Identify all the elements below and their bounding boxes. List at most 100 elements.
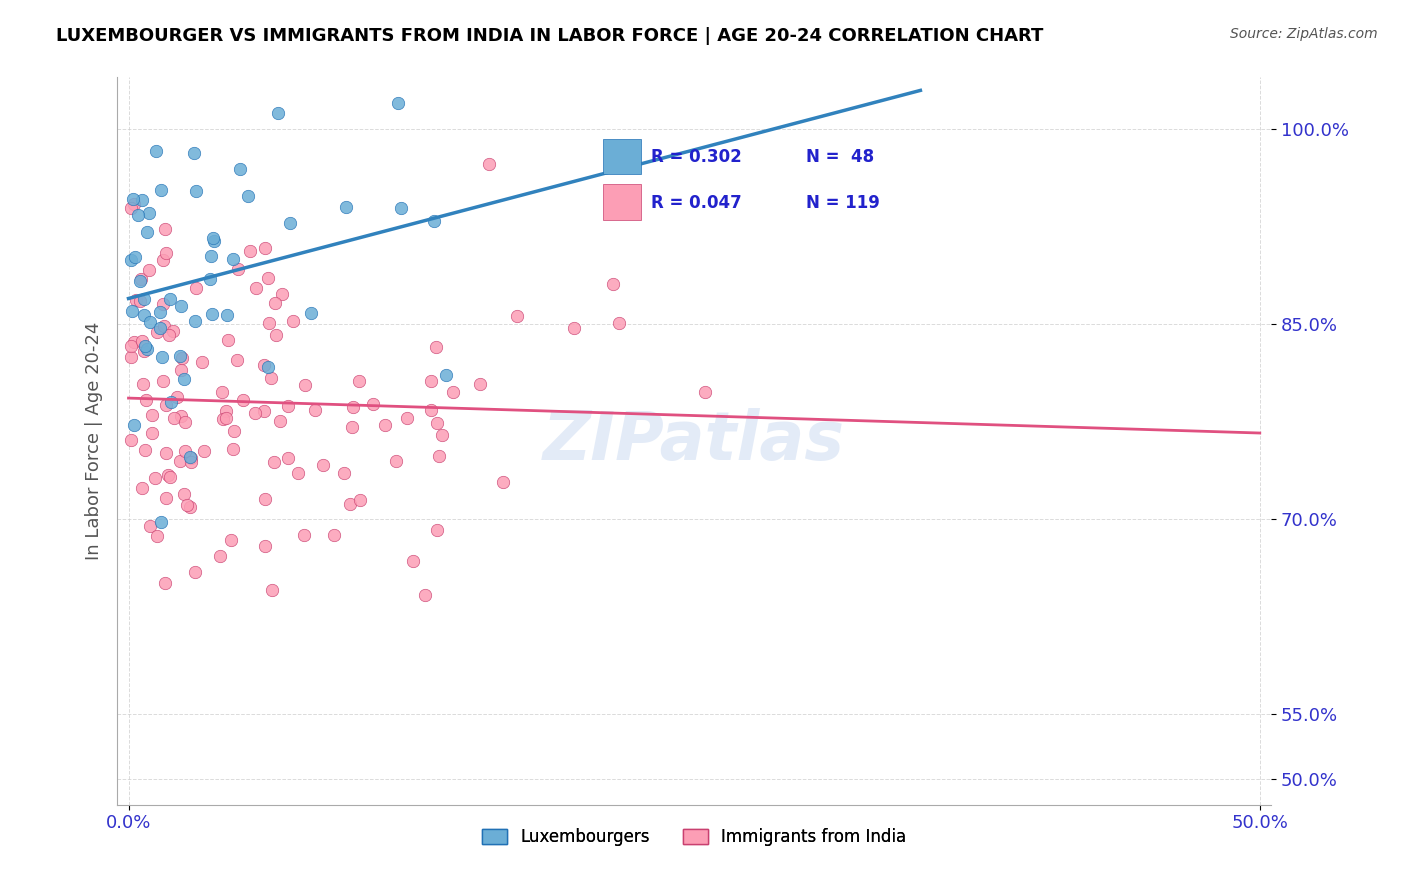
Luxembourgers	[215, 308, 238, 322]
Immigrants from India	[122, 197, 145, 211]
Immigrants from India	[492, 475, 515, 490]
Immigrants from India	[228, 261, 250, 276]
Immigrants from India	[277, 450, 299, 465]
Immigrants from India	[602, 277, 624, 291]
Immigrants from India	[131, 481, 153, 495]
Immigrants from India	[120, 350, 142, 364]
Immigrants from India	[211, 384, 233, 399]
Immigrants from India	[174, 443, 197, 458]
Luxembourgers	[124, 251, 146, 265]
Immigrants from India	[152, 297, 174, 311]
Luxembourgers	[256, 359, 278, 374]
Immigrants from India	[219, 533, 242, 547]
Legend: Luxembourgers, Immigrants from India: Luxembourgers, Immigrants from India	[474, 820, 915, 855]
Immigrants from India	[159, 470, 181, 484]
Luxembourgers	[222, 252, 245, 266]
Immigrants from India	[426, 417, 449, 431]
Immigrants from India	[342, 401, 364, 415]
Immigrants from India	[269, 414, 291, 428]
Luxembourgers	[299, 306, 322, 320]
Immigrants from India	[478, 157, 501, 171]
Luxembourgers	[120, 252, 142, 267]
Immigrants from India	[693, 385, 716, 400]
Immigrants from India	[506, 309, 529, 323]
Luxembourgers	[335, 200, 357, 214]
Immigrants from India	[173, 415, 195, 429]
Immigrants from India	[312, 458, 335, 473]
Immigrants from India	[155, 246, 177, 260]
Text: Source: ZipAtlas.com: Source: ZipAtlas.com	[1230, 27, 1378, 41]
Immigrants from India	[176, 498, 198, 512]
Text: LUXEMBOURGER VS IMMIGRANTS FROM INDIA IN LABOR FORCE | AGE 20-24 CORRELATION CHA: LUXEMBOURGER VS IMMIGRANTS FROM INDIA IN…	[56, 27, 1043, 45]
Luxembourgers	[202, 231, 225, 245]
Luxembourgers	[132, 309, 155, 323]
Luxembourgers	[184, 314, 207, 328]
Immigrants from India	[141, 409, 163, 423]
Immigrants from India	[145, 529, 167, 543]
Luxembourgers	[236, 189, 259, 203]
Immigrants from India	[239, 244, 262, 258]
Immigrants from India	[217, 333, 239, 347]
Luxembourgers	[184, 184, 207, 198]
Immigrants from India	[294, 377, 316, 392]
Luxembourgers	[150, 515, 173, 529]
Immigrants from India	[193, 443, 215, 458]
Immigrants from India	[166, 390, 188, 404]
Immigrants from India	[152, 318, 174, 333]
Immigrants from India	[323, 527, 346, 541]
Immigrants from India	[129, 293, 152, 308]
Immigrants from India	[170, 409, 193, 423]
Immigrants from India	[179, 500, 201, 515]
Immigrants from India	[215, 410, 238, 425]
Immigrants from India	[340, 420, 363, 434]
Immigrants from India	[339, 497, 361, 511]
Immigrants from India	[212, 411, 235, 425]
Immigrants from India	[186, 281, 208, 295]
Luxembourgers	[135, 225, 157, 239]
Immigrants from India	[169, 454, 191, 468]
Immigrants from India	[277, 399, 299, 413]
Immigrants from India	[253, 241, 276, 255]
Immigrants from India	[395, 410, 418, 425]
Immigrants from India	[232, 392, 254, 407]
Immigrants from India	[430, 428, 453, 442]
Immigrants from India	[155, 221, 177, 235]
Immigrants from India	[173, 486, 195, 500]
Immigrants from India	[287, 467, 309, 481]
Immigrants from India	[245, 281, 267, 295]
Luxembourgers	[387, 96, 409, 111]
Immigrants from India	[162, 324, 184, 338]
Immigrants from India	[419, 374, 441, 388]
Immigrants from India	[257, 316, 280, 330]
Immigrants from India	[120, 339, 142, 353]
Immigrants from India	[134, 343, 156, 358]
Immigrants from India	[120, 433, 142, 447]
Immigrants from India	[134, 443, 156, 458]
Immigrants from India	[413, 589, 436, 603]
Luxembourgers	[201, 306, 224, 320]
Immigrants from India	[427, 449, 450, 463]
Immigrants from India	[184, 565, 207, 579]
Luxembourgers	[173, 372, 195, 386]
Luxembourgers	[169, 349, 191, 363]
Immigrants from India	[253, 404, 276, 418]
Immigrants from India	[402, 554, 425, 568]
Immigrants from India	[131, 334, 153, 348]
Immigrants from India	[152, 374, 174, 388]
Luxembourgers	[179, 450, 201, 465]
Immigrants from India	[143, 471, 166, 485]
Immigrants from India	[363, 397, 385, 411]
Luxembourgers	[121, 304, 143, 318]
Immigrants from India	[426, 523, 449, 537]
Immigrants from India	[141, 425, 163, 440]
Immigrants from India	[332, 467, 354, 481]
Luxembourgers	[121, 193, 143, 207]
Luxembourgers	[150, 350, 173, 364]
Immigrants from India	[180, 455, 202, 469]
Immigrants from India	[420, 403, 443, 417]
Luxembourgers	[134, 339, 156, 353]
Luxembourgers	[145, 144, 167, 158]
Luxembourgers	[202, 234, 225, 248]
Immigrants from India	[253, 492, 276, 507]
Immigrants from India	[607, 316, 630, 330]
